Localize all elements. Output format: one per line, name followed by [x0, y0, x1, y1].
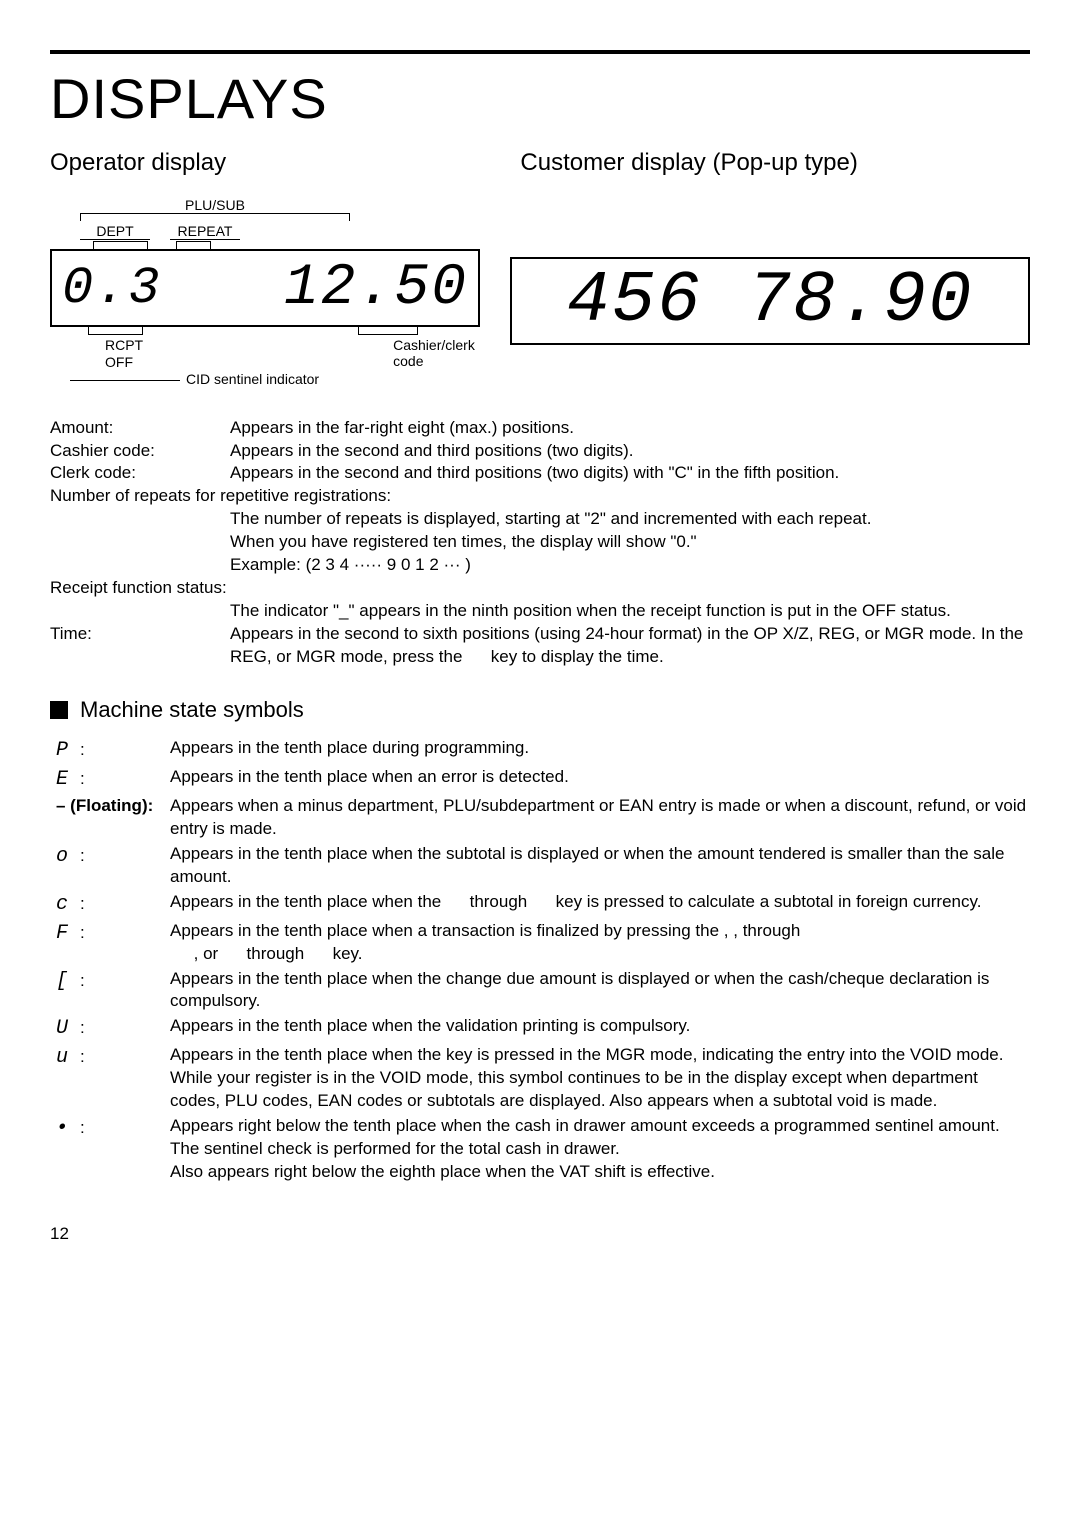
machine-state-heading: Machine state symbols	[50, 697, 1030, 723]
repeats-intro: Number of repeats for repetitive registr…	[50, 485, 1030, 508]
sym-e: E :	[50, 766, 170, 793]
operator-diagram: PLU/SUB DEPT REPEAT 0.3 12.50 RCPTO	[50, 197, 490, 387]
time-text: Appears in the second to sixth positions…	[230, 623, 1030, 669]
cashier-clerk-label: Cashier/clerk code	[393, 337, 490, 371]
sym-u-lower: u :	[50, 1044, 170, 1113]
receipt-intro: Receipt function status:	[50, 577, 1030, 600]
operator-left-digits: 0.3	[62, 259, 162, 318]
plu-sub-label: PLU/SUB	[80, 197, 350, 213]
sym-p: P :	[50, 737, 170, 764]
operator-display-heading: Operator display	[50, 149, 520, 177]
sym-u-upper-text: Appears in the tenth place when the vali…	[170, 1015, 1030, 1042]
def-cashier-label: Cashier code:	[50, 440, 230, 463]
cid-label: CID sentinel indicator	[186, 371, 319, 387]
operator-display-box: 0.3 12.50	[50, 249, 480, 327]
sym-l: [ :	[50, 968, 170, 1014]
repeat-label: REPEAT	[170, 223, 240, 240]
sym-l-text: Appears in the tenth place when the chan…	[170, 968, 1030, 1014]
dept-label: DEPT	[80, 223, 150, 240]
sym-u-upper: U :	[50, 1015, 170, 1042]
sym-e-text: Appears in the tenth place when an error…	[170, 766, 1030, 793]
sym-dot: • :	[50, 1115, 170, 1184]
top-rule	[50, 50, 1030, 54]
sym-c: c :	[50, 891, 170, 918]
repeats-line-1: The number of repeats is displayed, star…	[230, 508, 1030, 531]
sym-f-text: Appears in the tenth place when a transa…	[170, 920, 1030, 966]
def-amount-label: Amount:	[50, 417, 230, 440]
sym-floating: – (Floating):	[50, 795, 170, 841]
definitions: Amount:Appears in the far-right eight (m…	[50, 417, 1030, 669]
customer-digits: 456 78.90	[567, 260, 974, 342]
receipt-text: The indicator "_" appears in the ninth p…	[230, 600, 1030, 623]
def-clerk-label: Clerk code:	[50, 462, 230, 485]
rcpt-off-label: RCPTOFF	[105, 337, 143, 371]
sym-p-text: Appears in the tenth place during progra…	[170, 737, 1030, 764]
def-cashier-text: Appears in the second and third position…	[230, 440, 1030, 463]
def-amount-text: Appears in the far-right eight (max.) po…	[230, 417, 1030, 440]
sym-floating-text: Appears when a minus department, PLU/sub…	[170, 795, 1030, 841]
time-label: Time:	[50, 623, 230, 669]
def-clerk-text: Appears in the second and third position…	[230, 462, 1030, 485]
sym-dot-text: Appears right below the tenth place when…	[170, 1115, 1030, 1184]
customer-display-heading: Customer display (Pop-up type)	[520, 149, 857, 177]
sym-u-lower-text: Appears in the tenth place when the key …	[170, 1044, 1030, 1113]
symbol-list: P :Appears in the tenth place during pro…	[50, 737, 1030, 1184]
machine-state-text: Machine state symbols	[80, 697, 304, 723]
page-title: DISPLAYS	[50, 66, 1030, 131]
sym-o-text: Appears in the tenth place when the subt…	[170, 843, 1030, 889]
operator-right-digits: 12.50	[284, 256, 468, 321]
sym-o: o :	[50, 843, 170, 889]
customer-display-box: 456 78.90	[510, 257, 1030, 345]
diagram-row: PLU/SUB DEPT REPEAT 0.3 12.50 RCPTO	[50, 197, 1030, 387]
subhead-row: Operator display Customer display (Pop-u…	[50, 149, 1030, 177]
sym-c-text: Appears in the tenth place when the thro…	[170, 891, 1030, 918]
page-number: 12	[50, 1224, 1030, 1244]
repeats-line-2: When you have registered ten times, the …	[230, 531, 1030, 554]
customer-diagram: 456 78.90	[510, 197, 1030, 387]
square-bullet-icon	[50, 701, 68, 719]
sym-f: F :	[50, 920, 170, 966]
repeats-line-3: Example: (2 3 4 ····· 9 0 1 2 ··· )	[230, 554, 1030, 577]
